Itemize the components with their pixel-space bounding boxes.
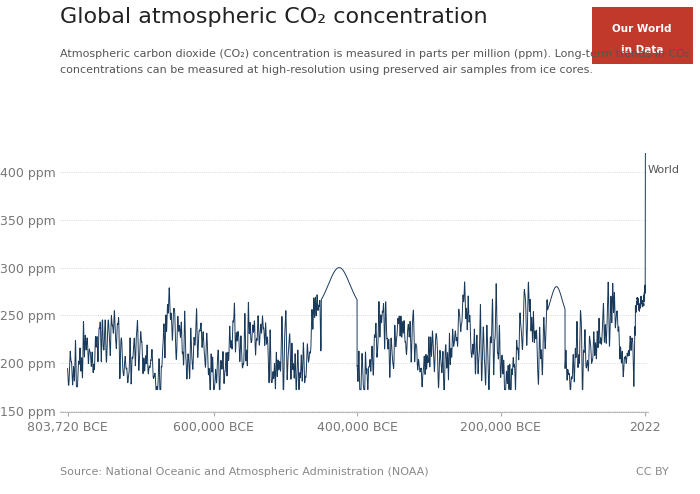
Text: Atmospheric carbon dioxide (CO₂) concentration is measured in parts per million : Atmospheric carbon dioxide (CO₂) concent… [60,49,689,59]
Text: Our World: Our World [612,24,672,34]
Text: World: World [648,165,680,174]
Text: Source: National Oceanic and Atmospheric Administration (NOAA): Source: National Oceanic and Atmospheric… [60,467,428,477]
Text: in Data: in Data [621,45,664,55]
Text: concentrations can be measured at high-resolution using preserved air samples fr: concentrations can be measured at high-r… [60,65,592,75]
Text: CC BY: CC BY [636,467,668,477]
Text: Global atmospheric CO₂ concentration: Global atmospheric CO₂ concentration [60,7,487,27]
